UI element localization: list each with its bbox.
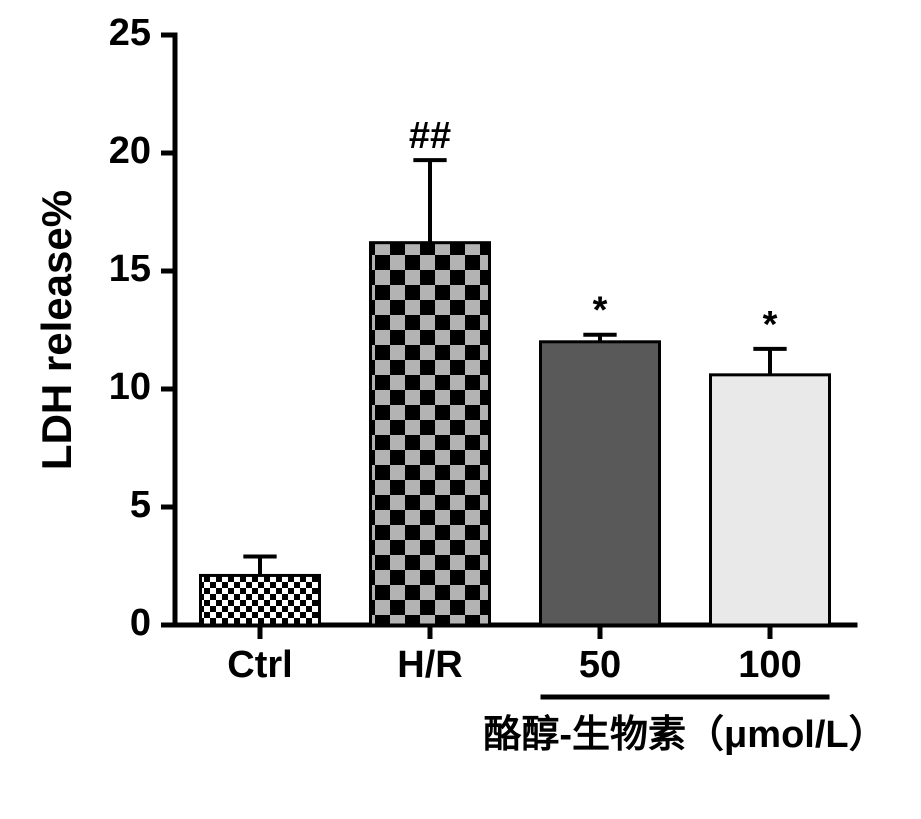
x-tick-label: 50 (579, 644, 621, 686)
bar-annotation: * (763, 304, 778, 346)
bar-annotation: * (593, 290, 608, 332)
y-tick-label: 20 (109, 130, 151, 172)
ldh-bar-chart: 0 5 10 15 20 25 LDH release% Ctrl ## H/R * 50 * 100 酪醇… (0, 0, 921, 819)
x-tick-label: 100 (738, 644, 801, 686)
y-tick-label: 25 (109, 12, 151, 54)
y-axis-label: LDH release% (33, 190, 80, 470)
y-tick-label: 0 (130, 602, 151, 644)
bar-dose50 (541, 342, 660, 625)
bar-hr (371, 243, 490, 625)
bar-annotation: ## (409, 115, 451, 157)
y-tick-label: 5 (130, 484, 151, 526)
bar-dose100 (711, 375, 830, 625)
x-tick-label: Ctrl (227, 644, 292, 686)
x-tick-label: H/R (397, 644, 462, 686)
y-tick-label: 15 (109, 248, 151, 290)
y-tick-label: 10 (109, 366, 151, 408)
group-label: 酪醇-生物素（μmol/L） (483, 714, 886, 756)
bar-ctrl (201, 575, 320, 625)
